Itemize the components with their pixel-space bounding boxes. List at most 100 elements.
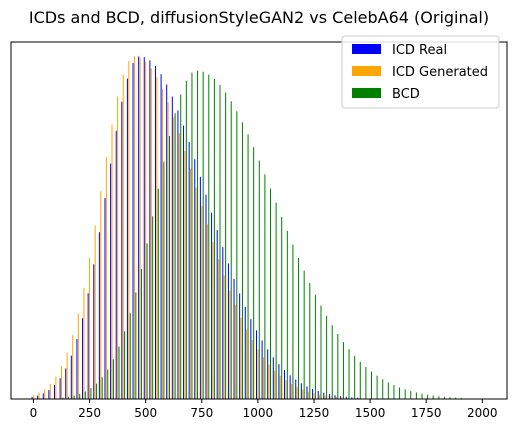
bar	[61, 366, 62, 399]
bar	[139, 57, 141, 399]
bar	[267, 349, 269, 399]
bar	[300, 383, 302, 399]
bar	[132, 63, 134, 399]
bar	[167, 102, 169, 399]
bar	[438, 396, 440, 399]
bar	[330, 396, 332, 399]
bar	[115, 130, 117, 399]
bar	[105, 156, 107, 399]
bar	[264, 174, 266, 399]
bar	[227, 263, 229, 399]
bar	[347, 397, 349, 399]
bar	[138, 56, 140, 399]
bar	[455, 397, 457, 399]
bar	[341, 397, 343, 399]
bar	[309, 283, 311, 399]
bar	[285, 380, 287, 399]
bar	[197, 70, 199, 399]
legend-swatch	[352, 66, 381, 76]
bar	[356, 397, 358, 399]
bar	[258, 160, 260, 399]
bar	[184, 150, 186, 399]
x-tick-label: 1500	[355, 406, 386, 420]
bar	[59, 378, 61, 399]
bar	[68, 396, 70, 399]
bar	[166, 84, 168, 400]
legend-swatch	[352, 44, 381, 54]
bar	[62, 397, 64, 399]
bar	[94, 225, 96, 399]
bar	[222, 247, 224, 399]
bar	[229, 290, 231, 399]
bar	[286, 230, 288, 399]
bar	[100, 191, 102, 399]
bar	[48, 390, 50, 399]
legend-label: ICD Real	[392, 43, 447, 58]
bar	[171, 96, 173, 400]
x-tick-label: 1000	[243, 406, 274, 420]
bar	[270, 188, 271, 399]
bar	[191, 72, 193, 399]
bar	[156, 77, 158, 399]
bar	[255, 330, 257, 399]
bar	[160, 74, 162, 400]
bar	[404, 389, 406, 399]
bar	[84, 391, 86, 399]
legend-label: ICD Generated	[392, 65, 488, 80]
x-tick-label: 1250	[299, 406, 330, 420]
bar	[314, 294, 316, 399]
bar	[37, 395, 39, 399]
bar	[89, 258, 91, 399]
bar	[44, 389, 46, 399]
bar	[180, 94, 182, 399]
bar	[230, 101, 232, 400]
bar	[53, 385, 55, 399]
bar	[251, 339, 253, 399]
bar	[219, 85, 221, 399]
bar	[246, 329, 248, 399]
bar	[415, 392, 417, 399]
bar	[149, 60, 151, 399]
bar	[161, 88, 163, 399]
bar	[247, 134, 249, 399]
bar	[291, 383, 293, 399]
bar	[359, 361, 361, 399]
bar	[340, 396, 342, 399]
bar	[135, 292, 137, 399]
bar	[79, 393, 81, 399]
bar	[152, 216, 154, 399]
bar	[111, 124, 113, 399]
bar	[107, 369, 109, 399]
bar	[275, 202, 277, 399]
bar	[157, 188, 159, 399]
bar	[82, 318, 84, 399]
bar	[320, 305, 322, 399]
bar	[190, 168, 192, 399]
bar	[328, 394, 330, 399]
bar	[70, 355, 72, 399]
bar	[281, 216, 283, 399]
bar	[126, 78, 128, 399]
bar	[213, 79, 215, 399]
bar	[124, 331, 126, 399]
bar	[201, 205, 203, 399]
bar	[218, 259, 220, 399]
legend-label: BCD	[392, 87, 420, 102]
bar	[410, 391, 412, 399]
bar	[118, 346, 120, 399]
x-tick-label: 500	[134, 406, 157, 420]
bar	[307, 391, 309, 399]
bar	[371, 371, 372, 399]
bar	[345, 396, 347, 399]
bar	[239, 293, 241, 399]
bar	[244, 306, 246, 399]
bar	[303, 270, 305, 399]
bar	[234, 304, 236, 399]
x-tick-label: 1750	[411, 406, 442, 420]
bar	[76, 338, 78, 399]
bar	[110, 163, 112, 399]
bar	[202, 71, 204, 399]
bar	[284, 370, 286, 399]
bar	[387, 382, 389, 399]
bar	[240, 317, 242, 399]
